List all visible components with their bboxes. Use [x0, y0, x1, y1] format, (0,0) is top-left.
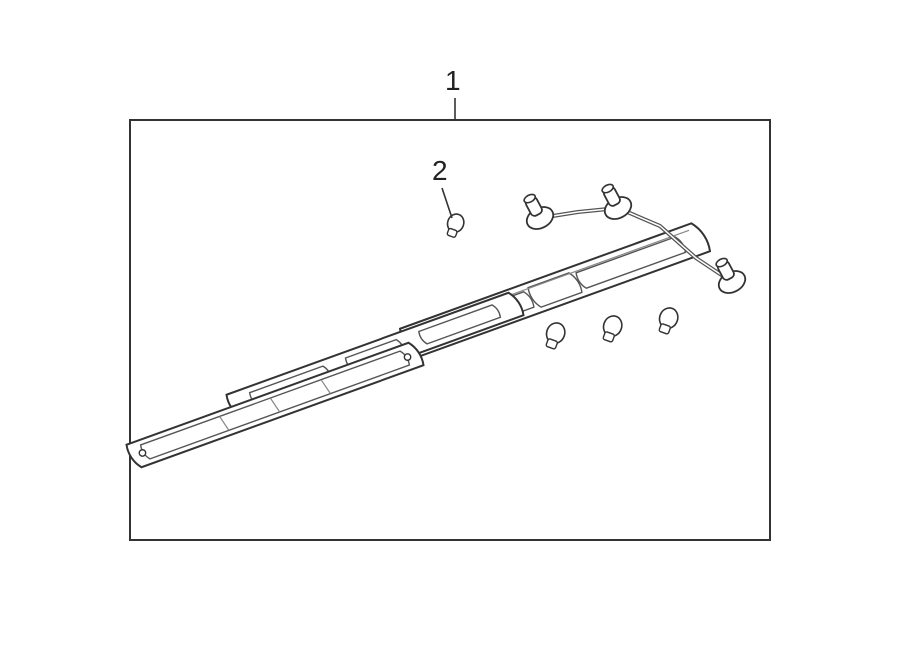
- callout-leader: [442, 188, 452, 218]
- bulb-callout-2: [443, 212, 466, 239]
- bulb-socket: [708, 253, 749, 297]
- callout-label-bulb: 2: [432, 155, 448, 187]
- bulb: [655, 305, 681, 335]
- bulb: [599, 313, 625, 343]
- parts-diagram-svg: [0, 0, 900, 661]
- callout-label-assembly: 1: [445, 65, 461, 97]
- bulb-socket: [594, 179, 635, 223]
- lens-part: [127, 343, 424, 468]
- bulb-socket: [516, 189, 557, 233]
- bulb: [542, 320, 568, 350]
